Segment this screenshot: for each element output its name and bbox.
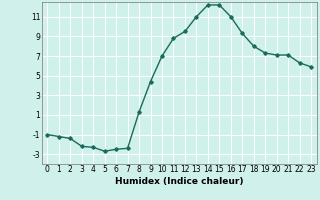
X-axis label: Humidex (Indice chaleur): Humidex (Indice chaleur): [115, 177, 244, 186]
